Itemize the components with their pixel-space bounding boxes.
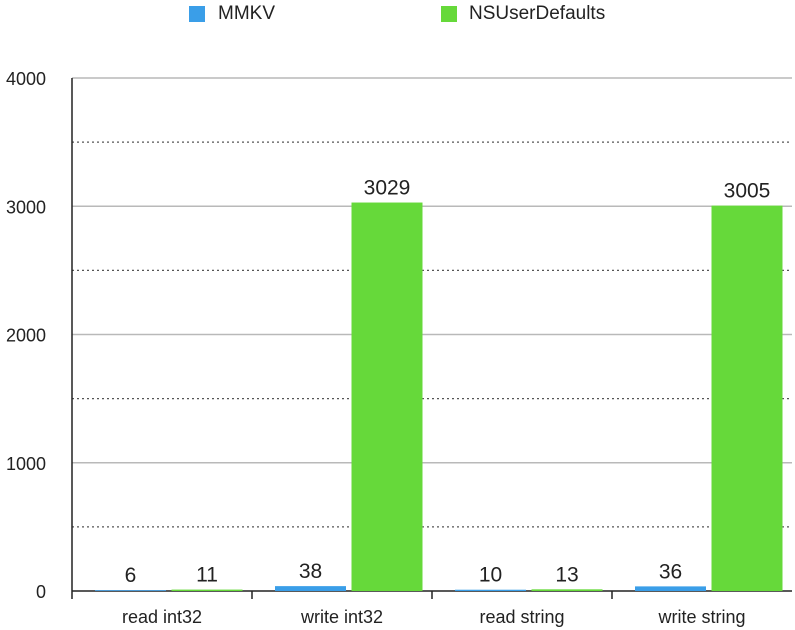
bar-mmkv [455, 589, 526, 591]
bar-mmkv [275, 586, 346, 591]
x-tick-label: read int32 [122, 607, 202, 627]
bar-mmkv [95, 590, 166, 591]
legend-swatch-nsuserdefaults [441, 6, 457, 22]
data-label: 6 [125, 564, 137, 587]
bar-nsuserdefaults [171, 589, 243, 591]
legend-swatch-mmkv [189, 6, 205, 22]
y-tick-label: 3000 [6, 197, 46, 217]
data-label: 13 [555, 563, 578, 586]
bar-nsuserdefaults [531, 589, 603, 591]
bar-nsuserdefaults [351, 202, 423, 591]
y-tick-label: 0 [36, 582, 46, 602]
legend-label-mmkv: MMKV [218, 3, 275, 24]
y-tick-label: 2000 [6, 326, 46, 346]
bar-nsuserdefaults [711, 205, 783, 591]
y-tick-label: 1000 [6, 454, 46, 474]
data-label: 3005 [724, 180, 771, 203]
legend-label-nsuserdefaults: NSUserDefaults [469, 3, 606, 24]
data-label: 3029 [364, 177, 411, 200]
x-tick-label: read string [479, 607, 564, 627]
x-tick-label: write int32 [300, 607, 383, 627]
x-tick-label: write string [657, 607, 745, 627]
data-label: 36 [659, 560, 682, 583]
bar-mmkv [635, 586, 706, 591]
data-label: 10 [479, 564, 502, 587]
data-label: 11 [196, 564, 218, 587]
data-label: 38 [299, 560, 322, 583]
y-tick-label: 4000 [6, 69, 46, 89]
